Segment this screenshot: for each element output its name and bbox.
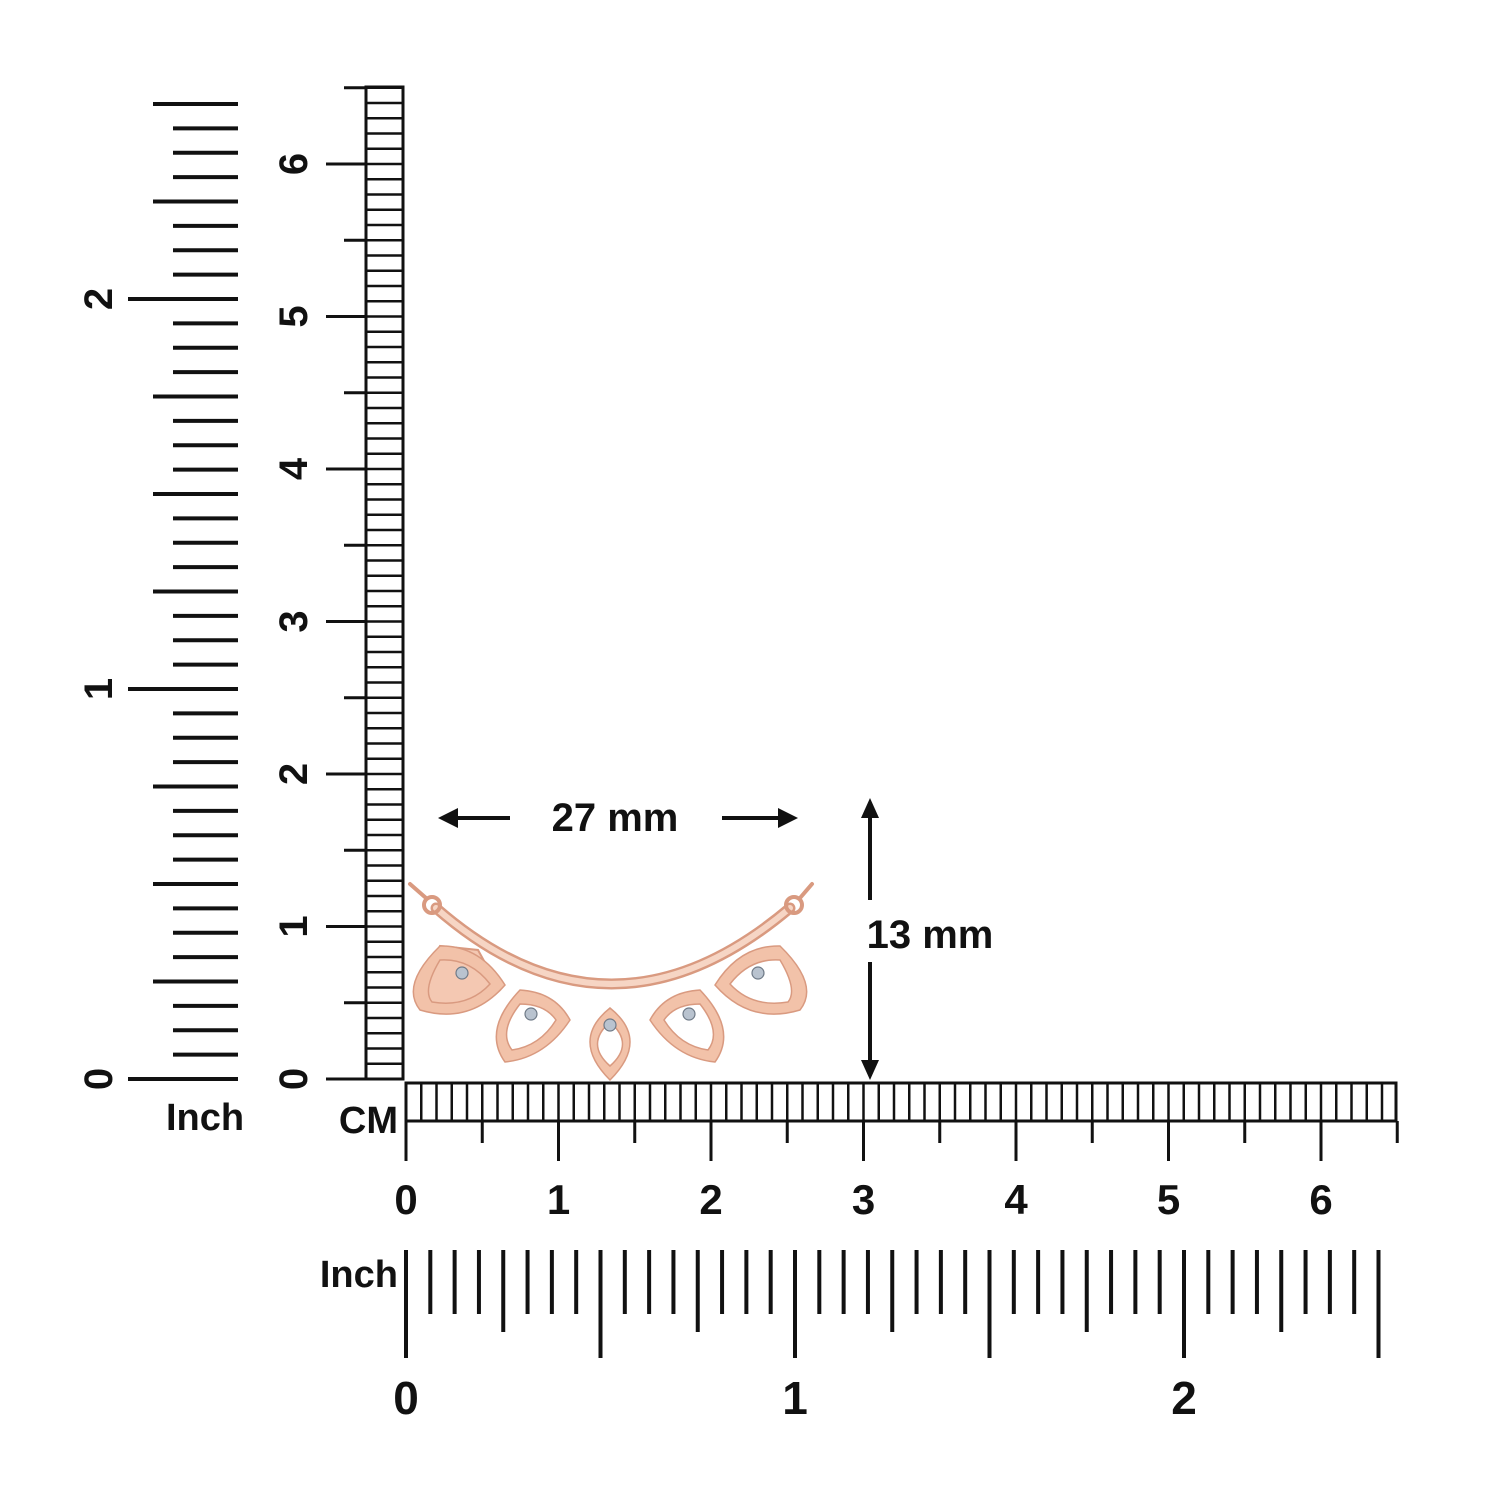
cm-label: 3: [272, 610, 316, 632]
height-label: 13 mm: [867, 913, 994, 957]
left-inch-unit-label: Inch: [166, 1097, 244, 1139]
cm-label: 2: [699, 1176, 722, 1223]
cm-label: 1: [547, 1176, 570, 1223]
inch-label: 2: [1171, 1372, 1197, 1424]
bottom-inch-ruler: 0 1 2: [393, 1250, 1381, 1424]
cm-label: 0: [272, 1068, 316, 1090]
width-dimension: 27 mm: [438, 796, 798, 840]
cm-label: 1: [272, 915, 316, 937]
cm-unit-label: CM: [339, 1100, 398, 1142]
pendant-gems: [455, 966, 765, 1032]
cm-label: 5: [272, 305, 316, 327]
bottom-cm-ruler: 0 1 2 3 4 5 6: [394, 1081, 1399, 1223]
left-cm-ruler: 0 1 2 3 4 5 6: [272, 85, 405, 1090]
rose-gold-pendant-icon: [408, 882, 814, 1082]
inch-label: 1: [77, 678, 121, 700]
cm-label: 6: [272, 153, 316, 175]
cm-label: 4: [1004, 1176, 1028, 1223]
width-label: 27 mm: [552, 796, 679, 840]
pendant-loops: [408, 882, 814, 915]
cm-label: 3: [852, 1176, 875, 1223]
bottom-inch-unit-label: Inch: [320, 1254, 398, 1296]
cm-label: 0: [394, 1176, 417, 1223]
left-inch-ruler: 0 1 2: [77, 102, 238, 1090]
inch-label: 0: [77, 1068, 121, 1090]
cm-label: 5: [1157, 1176, 1180, 1223]
inch-label: 1: [782, 1372, 808, 1424]
cm-label: 6: [1309, 1176, 1332, 1223]
cm-label: 4: [272, 457, 316, 480]
inch-label: 2: [77, 288, 121, 310]
pendant-petals: [412, 944, 808, 1082]
inch-label: 0: [393, 1372, 419, 1424]
height-dimension: 13 mm: [861, 798, 993, 1080]
cm-label: 2: [272, 763, 316, 785]
